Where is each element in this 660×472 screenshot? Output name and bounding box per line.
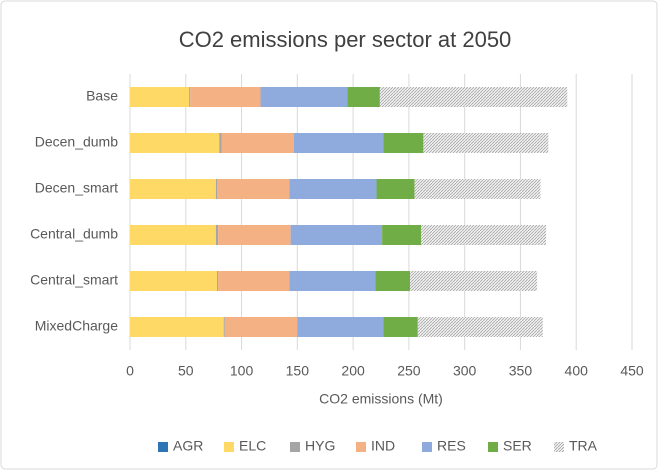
x-tick-label: 0 bbox=[126, 363, 134, 379]
legend-swatch bbox=[158, 442, 168, 452]
bar-segment bbox=[260, 87, 348, 107]
bar-segment bbox=[219, 133, 222, 153]
legend-swatch bbox=[224, 442, 234, 452]
bar-segment bbox=[218, 271, 290, 291]
y-tick-label: Decen_dumb bbox=[35, 134, 118, 150]
bar-segment bbox=[379, 87, 568, 107]
bar-segment bbox=[293, 133, 384, 153]
legend-label: HYG bbox=[305, 438, 335, 454]
bar-segment bbox=[130, 271, 218, 291]
x-tick-label: 50 bbox=[178, 363, 194, 379]
y-tick-label: Base bbox=[86, 88, 118, 104]
bar-segment bbox=[375, 271, 411, 291]
y-tick-label: Decen_smart bbox=[35, 180, 118, 196]
x-tick-label: 400 bbox=[565, 363, 589, 379]
bar-segment bbox=[130, 179, 216, 199]
bar-segment bbox=[289, 271, 376, 291]
bar-segment bbox=[217, 179, 290, 199]
bar-segment bbox=[290, 225, 383, 245]
x-axis-label: CO2 emissions (Mt) bbox=[319, 391, 443, 407]
bar-segment bbox=[382, 225, 422, 245]
bar-segment bbox=[130, 87, 190, 107]
bar-segment bbox=[130, 225, 216, 245]
legend-swatch bbox=[422, 442, 432, 452]
legend-swatch bbox=[290, 442, 300, 452]
bar-segment bbox=[347, 87, 380, 107]
bar-segment bbox=[223, 317, 225, 337]
bar-segment bbox=[410, 271, 538, 291]
legend-swatch bbox=[356, 442, 366, 452]
legend-label: AGR bbox=[173, 438, 203, 454]
legend-label: IND bbox=[371, 438, 395, 454]
bar-segment bbox=[190, 87, 261, 107]
x-tick-label: 300 bbox=[453, 363, 477, 379]
y-tick-label: Central_dumb bbox=[30, 226, 118, 242]
chart-title: CO2 emissions per sector at 2050 bbox=[179, 27, 512, 52]
x-tick-label: 350 bbox=[509, 363, 533, 379]
bar-segment bbox=[130, 317, 224, 337]
x-tick-label: 100 bbox=[230, 363, 254, 379]
bar-segment bbox=[423, 133, 549, 153]
legend-label: TRA bbox=[569, 438, 598, 454]
legend-label: RES bbox=[437, 438, 466, 454]
legend-swatch bbox=[488, 442, 498, 452]
bar-segment bbox=[383, 133, 424, 153]
y-tick-label: MixedCharge bbox=[35, 318, 118, 334]
legend-swatch bbox=[554, 442, 564, 452]
bar-segment bbox=[417, 317, 543, 337]
bar-segment bbox=[414, 179, 541, 199]
bar-segment bbox=[297, 317, 384, 337]
bar-segment bbox=[217, 271, 219, 291]
bar-segment bbox=[130, 133, 220, 153]
bar-segment bbox=[215, 179, 218, 199]
bar-segment bbox=[421, 225, 547, 245]
bar-segment bbox=[224, 317, 298, 337]
y-tick-label: Central_smart bbox=[30, 272, 118, 288]
bar-segment bbox=[289, 179, 377, 199]
legend-label: SER bbox=[503, 438, 532, 454]
bar-segment bbox=[189, 87, 191, 107]
x-tick-label: 150 bbox=[286, 363, 310, 379]
bar-segment bbox=[221, 133, 294, 153]
bar-segment bbox=[215, 225, 219, 245]
x-tick-label: 250 bbox=[397, 363, 421, 379]
legend-label: ELC bbox=[239, 438, 266, 454]
x-tick-label: 200 bbox=[341, 363, 365, 379]
bar-segment bbox=[376, 179, 415, 199]
bar-segment bbox=[218, 225, 291, 245]
bar-segment bbox=[383, 317, 418, 337]
x-tick-label: 450 bbox=[620, 363, 644, 379]
